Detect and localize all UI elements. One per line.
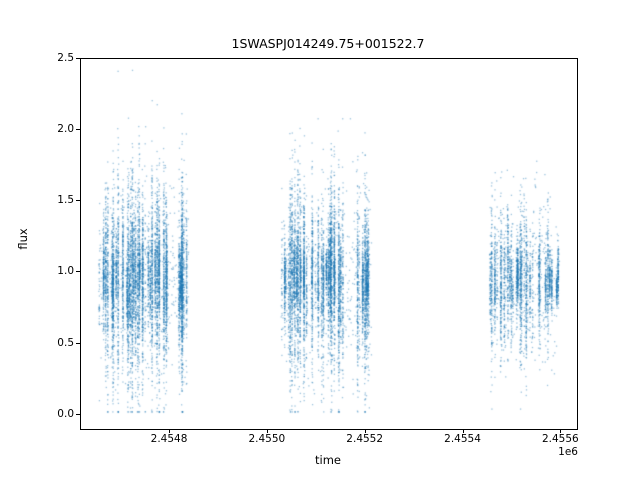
x-tick-mark xyxy=(364,429,366,433)
y-tick-mark xyxy=(76,129,80,131)
y-tick-label: 0.5 xyxy=(57,336,74,349)
chart-title: 1SWASPJ014249.75+001522.7 xyxy=(231,36,425,51)
y-tick-mark xyxy=(76,271,80,273)
x-tick-mark xyxy=(560,429,562,433)
x-axis-offset-label: 1e6 xyxy=(558,446,578,458)
y-tick-label: 1.5 xyxy=(57,194,74,207)
x-tick-mark xyxy=(266,429,268,433)
y-tick-label: 2.0 xyxy=(57,123,74,136)
x-tick-label: 2.4554 xyxy=(444,433,481,445)
x-tick-label: 2.4552 xyxy=(346,433,384,445)
y-tick-mark xyxy=(76,200,80,202)
y-axis-label: flux xyxy=(16,228,30,250)
x-tick-mark xyxy=(462,429,464,433)
scatter-canvas xyxy=(81,59,577,429)
plot-area xyxy=(80,58,578,430)
y-tick-label: 0.0 xyxy=(57,407,74,420)
y-tick-mark xyxy=(76,58,80,59)
x-tick-label: 2.4556 xyxy=(541,433,579,445)
x-tick-label: 2.4548 xyxy=(150,433,188,445)
y-tick-mark xyxy=(76,413,80,415)
x-axis-label: time xyxy=(315,453,341,467)
y-tick-label: 1.0 xyxy=(57,265,74,278)
y-tick-mark xyxy=(76,342,80,344)
x-tick-label: 2.4550 xyxy=(248,433,286,445)
x-tick-mark xyxy=(169,429,171,433)
y-tick-label: 2.5 xyxy=(57,52,74,64)
